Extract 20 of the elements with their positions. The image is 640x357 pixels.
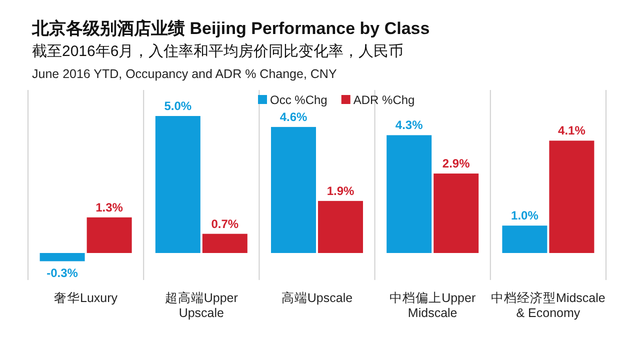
category-label: 奢华Luxury bbox=[54, 291, 118, 305]
title: 北京各级别酒店业绩 Beijing Performance by Class bbox=[32, 19, 430, 38]
data-label: 4.1% bbox=[558, 124, 586, 138]
category-label: 中档偏上Upper Midscale bbox=[390, 291, 476, 320]
data-label: 2.9% bbox=[442, 156, 470, 171]
category-label: 高端Upscale bbox=[281, 291, 353, 305]
legend-label: Occ %Chg bbox=[270, 93, 328, 107]
subtitle: 截至2016年6月，入住率和平均房价同比变化率，人民币 bbox=[32, 43, 404, 60]
data-label: 4.6% bbox=[280, 110, 308, 124]
category-label: 超高端Upper Upscale bbox=[164, 291, 238, 320]
data-label: 4.3% bbox=[395, 118, 423, 132]
data-label: -0.3% bbox=[46, 266, 78, 280]
category-label: 中档经济型Midscale & Economy bbox=[491, 291, 606, 320]
data-label: 0.7% bbox=[211, 216, 239, 231]
legend-label: ADR %Chg bbox=[353, 93, 415, 107]
data-label: 1.3% bbox=[96, 200, 123, 214]
data-label: 5.0% bbox=[164, 99, 192, 113]
data-label: 1.0% bbox=[511, 208, 538, 223]
annotation: June 2016 YTD, Occupancy and ADR % Change, CNY bbox=[32, 67, 337, 81]
data-label: 1.9% bbox=[326, 184, 354, 198]
